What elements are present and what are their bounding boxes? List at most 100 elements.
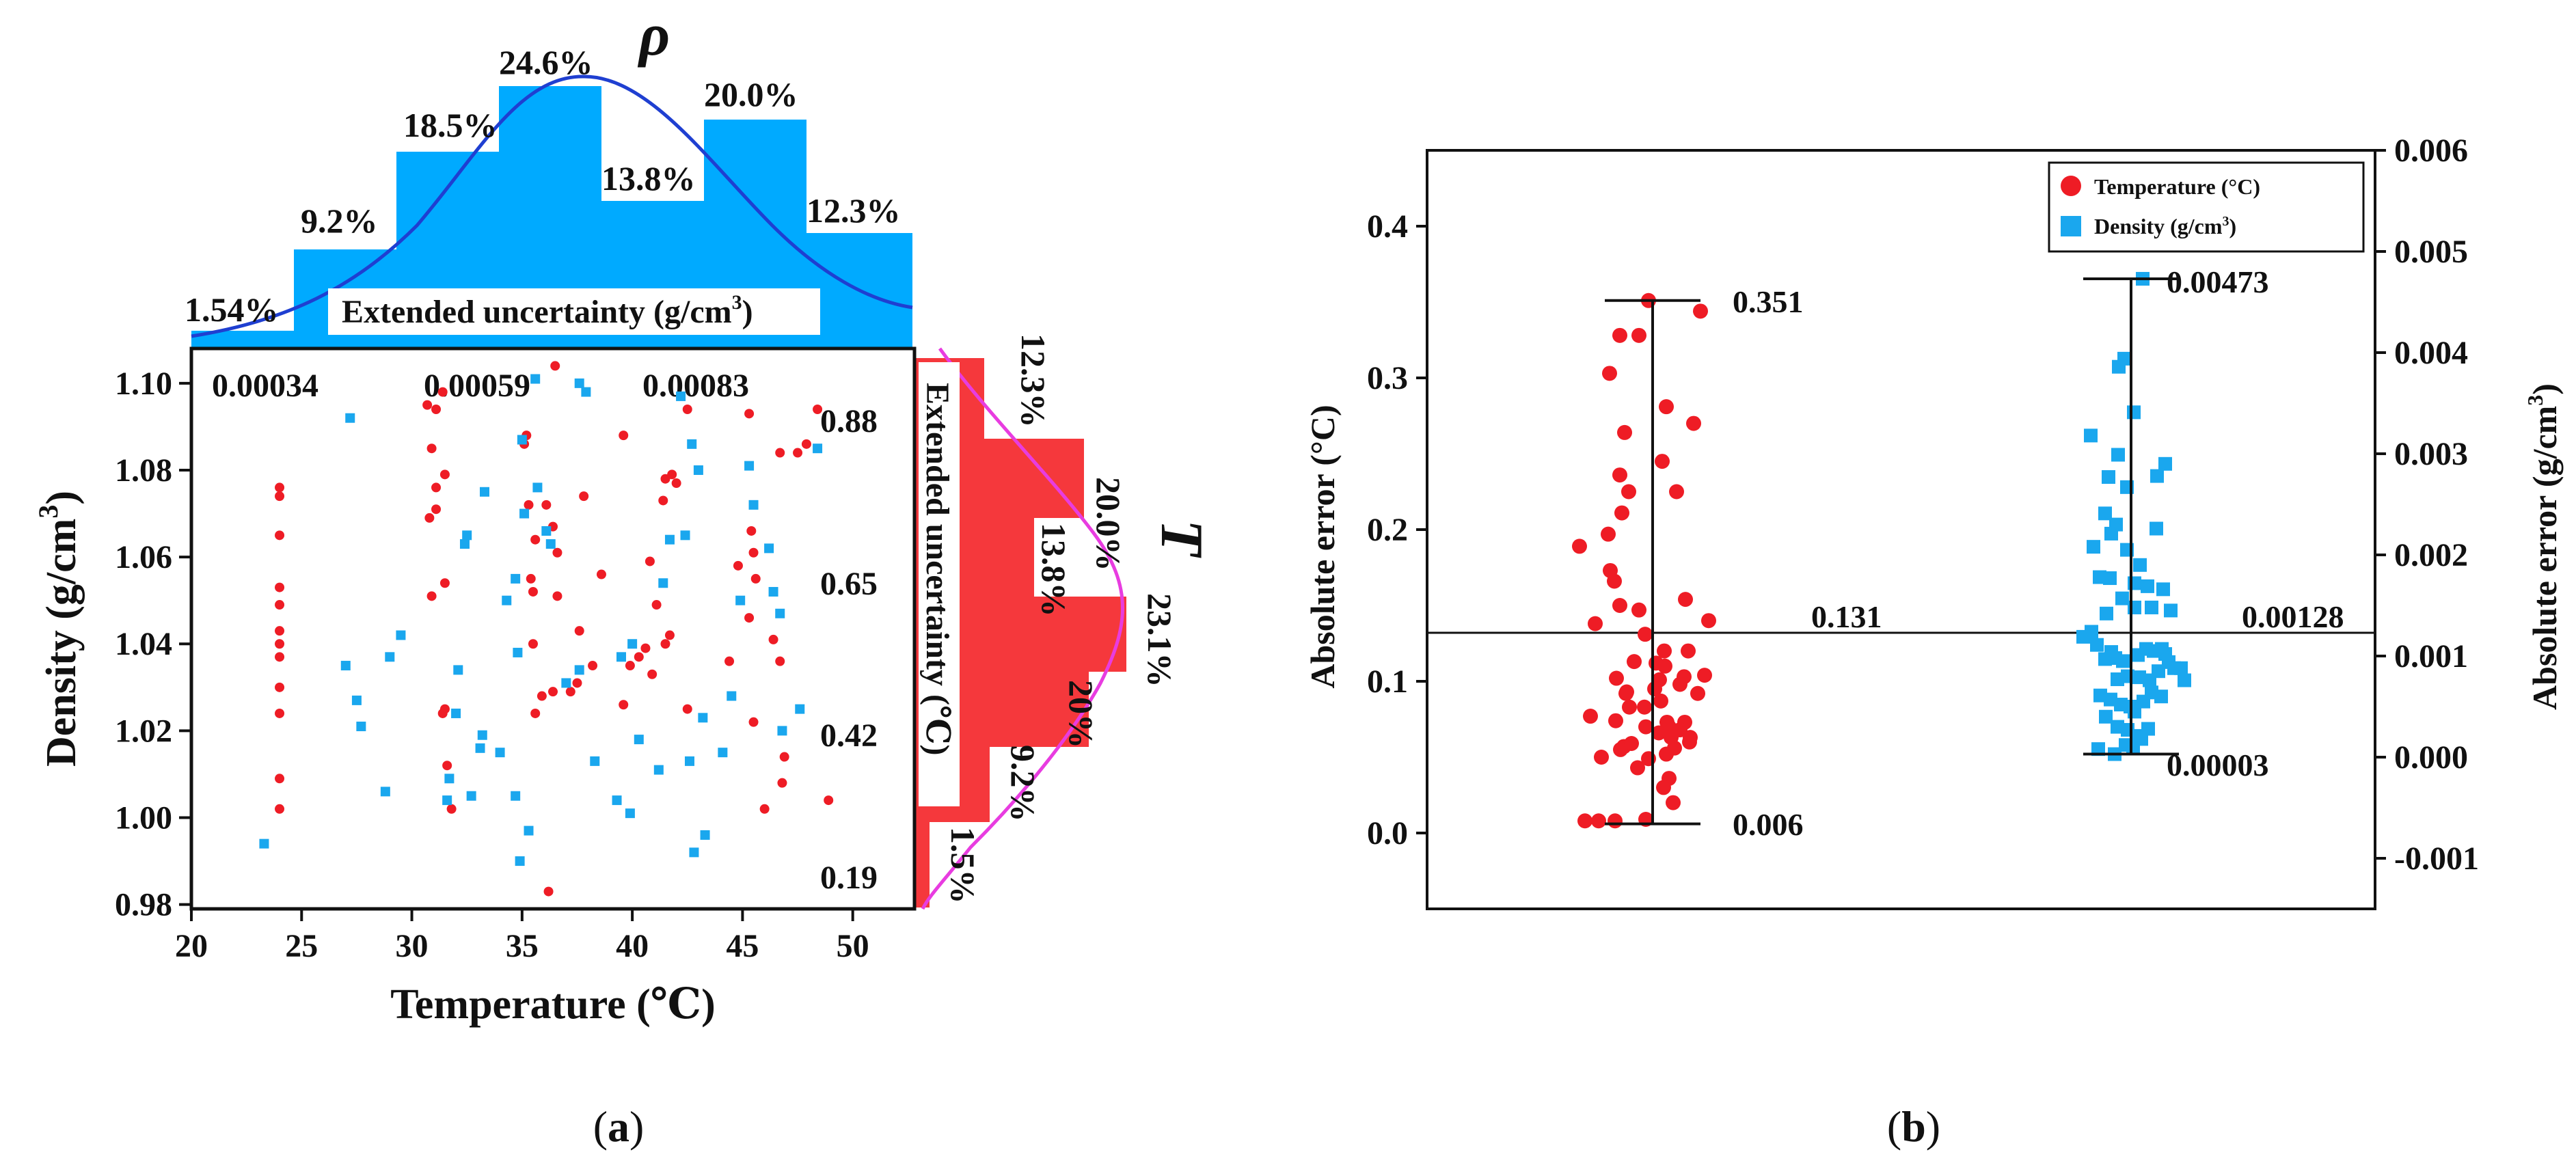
temperature-error-point (1594, 750, 1609, 765)
scatter-b-points (1572, 271, 2191, 829)
temperature-point (275, 582, 285, 592)
density-error-point (2090, 638, 2104, 652)
temperature-point (424, 513, 435, 523)
temperature-point (528, 586, 538, 597)
temperature-error-point (1681, 643, 1696, 659)
density-error-point (2104, 645, 2118, 659)
temperature-error-point (1577, 813, 1592, 829)
x-tick-label: 25 (285, 928, 318, 964)
top-hist-label: 1.54% (185, 290, 279, 329)
density-error-point (2099, 709, 2113, 724)
density-point (727, 691, 737, 701)
x-tick-label: 50 (837, 928, 869, 964)
temperature-point (275, 639, 285, 649)
rho-symbol: ρ (637, 2, 670, 68)
right-hist-label: 1.5% (944, 827, 982, 904)
left-y-tick-label: 0.4 (1367, 208, 1408, 245)
y-tick-label: 0.98 (115, 887, 172, 923)
density-point (775, 608, 785, 618)
top-normal-fit-curve (191, 74, 913, 338)
density-error-point (2091, 742, 2105, 756)
right-hist-bar (914, 822, 930, 907)
density-error-point (2104, 526, 2118, 541)
top-unc-tick-label: 0.00083 (642, 368, 749, 404)
temperature-error-point (1657, 643, 1672, 659)
panel-b: 0.0 0.1 0.2 0.3 0.4 -0.001 0.000 0.001 0.002 0.0… (1303, 133, 2564, 1151)
density-point (502, 595, 512, 605)
top-unc-tick-label: 0.00059 (424, 368, 530, 404)
right-hist-label: 20.0% (1089, 477, 1128, 571)
right-hist-label: 9.2% (1004, 745, 1042, 822)
temperature-error-point (1659, 746, 1674, 762)
density-point (616, 652, 626, 662)
density-point (612, 795, 622, 806)
temperature-error-point (1601, 526, 1616, 542)
density-point (477, 730, 487, 740)
density-point (451, 708, 461, 718)
temperature-error-point (1690, 685, 1705, 701)
density-point (517, 435, 527, 445)
density-point (532, 482, 543, 493)
range-bars (1605, 277, 2179, 825)
density-error-point (2112, 359, 2126, 374)
temperature-error-point (1637, 699, 1652, 715)
temperature-point (437, 708, 448, 718)
density-point (340, 661, 351, 671)
density-point (475, 743, 485, 753)
temperature-error-point (1638, 627, 1653, 642)
density-point (768, 586, 778, 597)
top-hist-title: Extended uncertainty (g/cm3) (342, 291, 753, 330)
x-tick-label: 30 (396, 928, 429, 964)
temperature-point (801, 439, 811, 449)
density-point (689, 847, 699, 858)
legend-temperature-label: Temperature (°C) (2094, 174, 2260, 199)
density-point (519, 508, 530, 519)
density-point (777, 726, 787, 736)
temperature-error-point (1609, 670, 1624, 686)
temperature-point (275, 652, 285, 662)
right-hist-label: 20% (1062, 680, 1100, 748)
density-point (698, 713, 708, 723)
density-error-point (2111, 448, 2125, 462)
density-point (718, 748, 728, 758)
temperature-point (537, 691, 547, 701)
density-point (385, 652, 395, 662)
density-point (380, 787, 390, 797)
density-point (530, 374, 541, 384)
temperature-error-point (1627, 654, 1642, 670)
right-normal-fit-curve (921, 347, 1124, 910)
temperature-error-point (1631, 602, 1646, 618)
temperature-point (682, 704, 692, 714)
temperature-error-point (1617, 424, 1632, 440)
density-error-point (2178, 673, 2191, 687)
temperature-point (645, 556, 655, 566)
right-unc-tick-label: 0.19 (820, 860, 878, 896)
temperature-error-point (1613, 741, 1628, 757)
temperature-error-point (1697, 668, 1712, 683)
density-point (653, 765, 664, 775)
temperature-point (565, 687, 575, 697)
top-hist-label: 9.2% (301, 202, 378, 240)
t-symbol: T (1148, 519, 1215, 558)
density-point (574, 378, 584, 388)
temperature-point (813, 404, 823, 414)
density-point (356, 722, 366, 732)
density-point (676, 391, 686, 401)
y-tick-label: 1.06 (115, 539, 172, 575)
temperature-error-point (1607, 573, 1622, 589)
density-point (744, 461, 755, 471)
temperature-error-point (1608, 813, 1623, 829)
temperature-error-point (1608, 713, 1623, 728)
temperature-point (541, 500, 552, 510)
density-point (795, 704, 805, 714)
temperature-error-point (1659, 399, 1674, 415)
x-tick-label: 20 (175, 928, 208, 964)
annotation-temp-min: 0.006 (1733, 807, 1804, 842)
right-hist-label: 13.8% (1035, 523, 1073, 617)
left-y-axis-title: Absolute error (°C) (1303, 405, 1342, 688)
density-point (511, 791, 521, 801)
panel-b-label: (b) (1887, 1102, 1940, 1151)
temperature-error-point (1682, 734, 1697, 750)
density-point (693, 465, 703, 475)
right-unc-tick-label: 0.42 (820, 718, 878, 754)
